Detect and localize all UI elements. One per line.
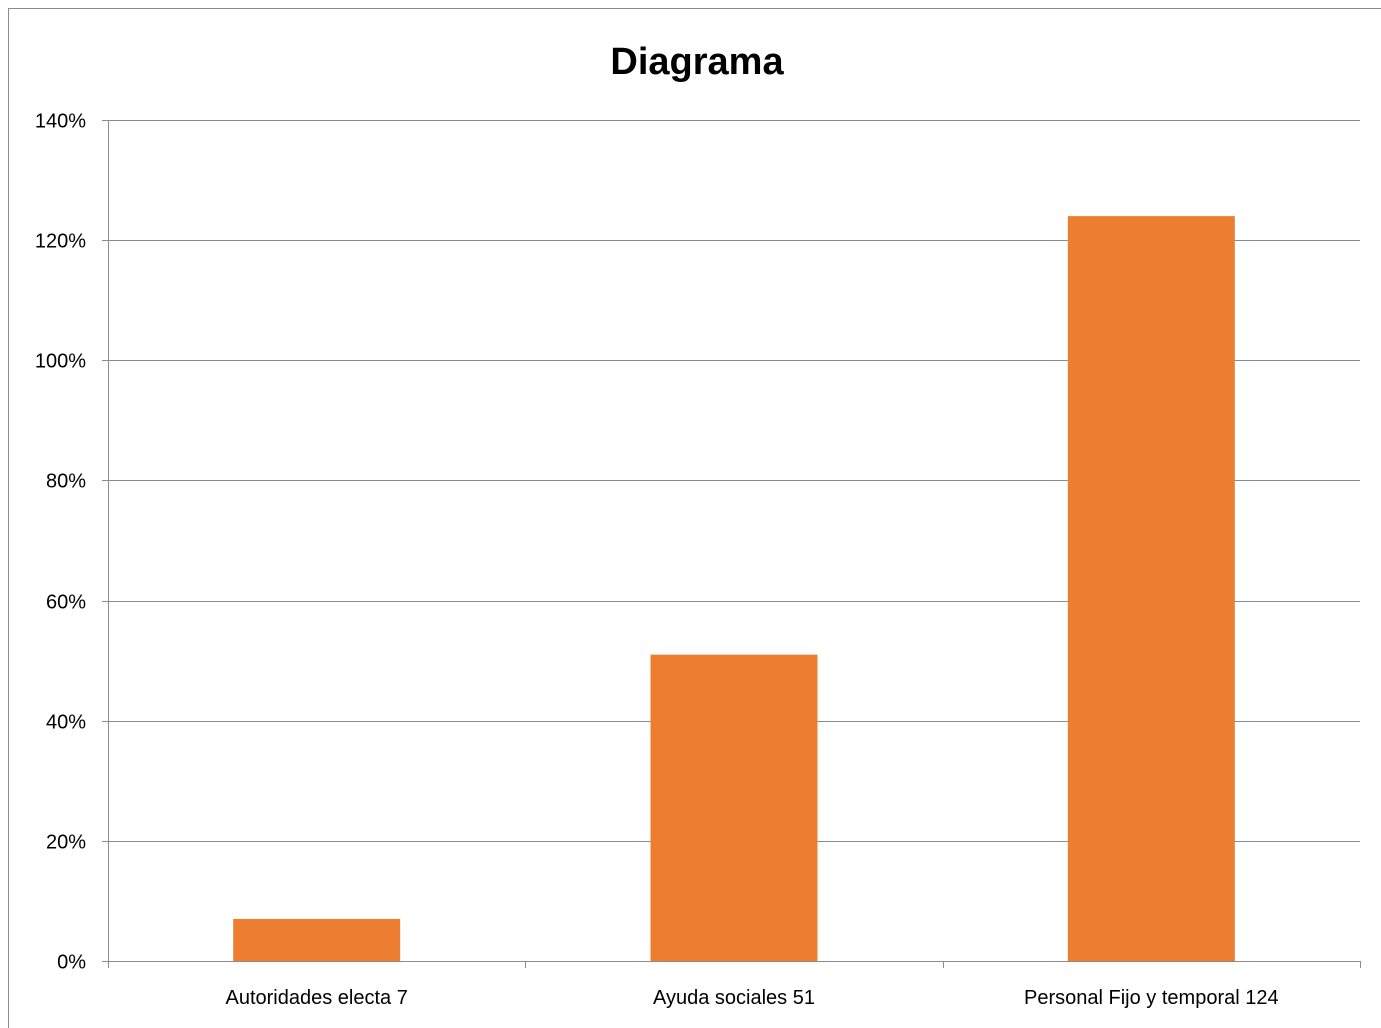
y-tick-label: 0% [57,952,86,974]
chart-title: Diagrama [610,41,784,83]
x-tick-label: Personal Fijo y temporal 124 [1024,987,1279,1009]
x-axis [108,120,1361,968]
y-tick-label: 20% [46,832,86,854]
bar [1067,216,1235,962]
x-tick-label: Ayuda sociales 51 [653,987,815,1009]
y-tick-label: 40% [46,712,86,734]
y-tick-label: 140% [35,111,86,133]
bar [233,918,401,961]
y-tick-label: 80% [46,471,86,493]
y-tick-label: 100% [35,351,86,373]
y-tick-label: 120% [35,231,86,253]
bar [650,654,818,961]
y-axis-tick-labels: 0% 20% 40% 60% 80% 100% 120% 140% [35,111,86,974]
x-axis-tick-labels: Autoridades electa 7 Ayuda sociales 51 Per… [225,987,1278,1009]
x-tick-label: Autoridades electa 7 [225,987,407,1009]
bars [233,216,1235,962]
y-tick-label: 60% [46,592,86,614]
